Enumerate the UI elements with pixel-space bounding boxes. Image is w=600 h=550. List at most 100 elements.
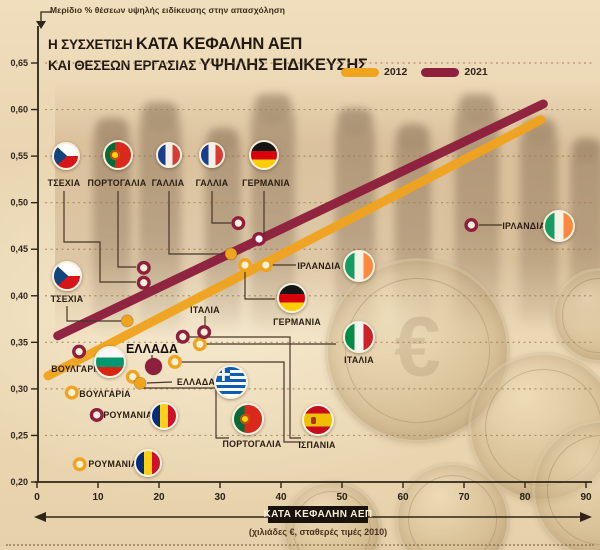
title-line2-strong: ΥΨΗΛΗΣ ΕΙΔΙΚΕΥΣΗΣ bbox=[199, 56, 368, 74]
data-point-2021 bbox=[89, 407, 104, 422]
it-flag-icon bbox=[343, 321, 375, 353]
title-line1-regular: Η ΣΥΣΧΕΤΙΣΗ bbox=[48, 37, 136, 52]
data-point-2021 bbox=[136, 260, 151, 275]
data-point-2012 bbox=[72, 457, 87, 472]
de-flag-icon bbox=[277, 283, 307, 313]
trendline-2021 bbox=[53, 99, 548, 341]
y-axis-title: Μερίδιο % θέσεων υψηλής ειδίκευσης στην … bbox=[50, 5, 286, 15]
data-point-2021 bbox=[464, 218, 479, 233]
ie-flag-icon bbox=[543, 210, 575, 242]
y-tick-label: 0,25 bbox=[10, 430, 28, 440]
x-axis-subtitle: (χιλιάδες €, σταθερές τιμές 2010) bbox=[248, 527, 388, 537]
x-tick-label: 90 bbox=[580, 492, 592, 503]
country-label: ΠΟΡΤΟΓΑΛΙΑ bbox=[222, 439, 282, 449]
left-arrow-icon bbox=[34, 512, 46, 522]
legend-label-2021: 2021 bbox=[464, 66, 488, 78]
ie-flag-icon bbox=[343, 250, 375, 282]
country-label: ΙΤΑΛΙΑ bbox=[190, 305, 220, 315]
country-label: ΒΟΥΛΓΑΡΙΑ bbox=[51, 364, 103, 374]
country-label: ΠΟΡΤΟΓΑΛΙΑ bbox=[87, 178, 147, 188]
x-tick-label: 80 bbox=[519, 492, 531, 503]
x-tick-label: 0 bbox=[34, 492, 40, 503]
leader-line bbox=[140, 387, 229, 439]
leader-line bbox=[189, 336, 301, 439]
data-point-2012 bbox=[238, 258, 253, 273]
leader-line bbox=[244, 271, 275, 300]
x-tick-label: 10 bbox=[92, 492, 104, 503]
data-point-2012 bbox=[192, 337, 207, 352]
y-title-leader bbox=[40, 11, 52, 21]
country-label: ΤΣΕΧΙΑ bbox=[47, 178, 81, 188]
x-tick-label: 30 bbox=[214, 492, 226, 503]
fr-flag-icon bbox=[156, 142, 182, 168]
title-line1-strong: ΚΑΤΑ ΚΕΦΑΛΗΝ ΑΕΠ bbox=[135, 35, 303, 53]
data-point-2021 bbox=[197, 325, 212, 340]
country-label: ΡΟΥΜΑΝΙΑ bbox=[88, 459, 138, 469]
euro-coin bbox=[395, 462, 510, 550]
legend-item-2012: 2012 bbox=[341, 66, 407, 78]
data-point-2021 bbox=[144, 357, 163, 376]
data-point-2021 bbox=[136, 275, 151, 290]
data-point-2012 bbox=[120, 314, 134, 328]
es-flag-icon bbox=[302, 404, 334, 436]
country-label: ΙΣΠΑΝΙΑ bbox=[298, 440, 336, 450]
data-point-2021 bbox=[72, 344, 87, 359]
country-label: ΙΡΛΑΝΔΙΑ bbox=[297, 261, 341, 271]
ro-flag-icon bbox=[150, 402, 178, 430]
ro-flag-icon bbox=[134, 449, 162, 477]
legend-item-2021: 2021 bbox=[421, 66, 488, 78]
bg-flag-icon bbox=[94, 346, 126, 378]
legend: 2012 2021 bbox=[341, 66, 488, 78]
country-label: ΒΟΥΛΓΑΡΙΑ bbox=[79, 389, 131, 399]
leader-line bbox=[181, 361, 301, 443]
pt-flag-icon bbox=[232, 403, 264, 435]
gr-flag-icon bbox=[214, 365, 248, 399]
bottom-dotted-divider bbox=[6, 544, 594, 546]
country-label: ΕΛΛΑΔΑ bbox=[125, 342, 179, 356]
pt-flag-icon bbox=[103, 140, 133, 170]
data-point-2021 bbox=[252, 231, 267, 246]
data-point-2012 bbox=[133, 376, 147, 390]
x-tick-label: 50 bbox=[336, 492, 348, 503]
data-point-2012 bbox=[258, 258, 273, 273]
cz-flag-icon bbox=[52, 142, 80, 170]
y-tick-label: 0,30 bbox=[10, 384, 28, 394]
down-arrow-icon bbox=[36, 21, 46, 29]
country-label: ΓΑΛΛΙΑ bbox=[151, 178, 185, 188]
fr-flag-icon bbox=[199, 142, 225, 168]
data-point-2021 bbox=[231, 216, 246, 231]
y-tick-label: 0,45 bbox=[10, 244, 28, 254]
x-tick-label: 60 bbox=[397, 492, 409, 503]
x-tick-label: 40 bbox=[275, 492, 287, 503]
x-tick-label: 20 bbox=[153, 492, 165, 503]
y-tick-label: 0,55 bbox=[10, 151, 28, 161]
y-tick-label: 0,20 bbox=[10, 477, 28, 487]
x-tick-label: 70 bbox=[458, 492, 470, 503]
y-tick-label: 0,40 bbox=[10, 291, 28, 301]
cz-flag-icon bbox=[52, 261, 82, 291]
data-point-2012 bbox=[224, 247, 238, 261]
country-label: ΕΛΛΑΔΑ bbox=[176, 377, 216, 387]
leader-line bbox=[117, 191, 136, 268]
y-tick-label: 0,50 bbox=[10, 198, 28, 208]
legend-swatch-2021 bbox=[421, 67, 460, 77]
leader-line bbox=[63, 191, 136, 283]
y-tick-label: 0,35 bbox=[10, 337, 28, 347]
legend-swatch-2012 bbox=[341, 67, 379, 77]
country-label: ΓΕΡΜΑΝΙΑ bbox=[273, 317, 321, 327]
leader-line bbox=[211, 191, 231, 224]
country-label: ΙΡΛΑΝΔΙΑ bbox=[502, 221, 546, 231]
data-point-2012 bbox=[125, 369, 140, 384]
y-tick-label: 0,65 bbox=[10, 58, 28, 68]
leader-line bbox=[146, 381, 173, 384]
x-axis-title-box: ΚΑΤΑ ΚΕΦΑΛΗΝ ΑΕΠ bbox=[263, 506, 372, 523]
data-point-2012 bbox=[167, 354, 182, 369]
trendline-2012 bbox=[43, 115, 546, 381]
country-label: ΓΕΡΜΑΝΙΑ bbox=[242, 178, 290, 188]
data-point-2012 bbox=[64, 385, 79, 400]
right-arrow-icon bbox=[580, 512, 592, 522]
leader-line bbox=[66, 306, 121, 322]
